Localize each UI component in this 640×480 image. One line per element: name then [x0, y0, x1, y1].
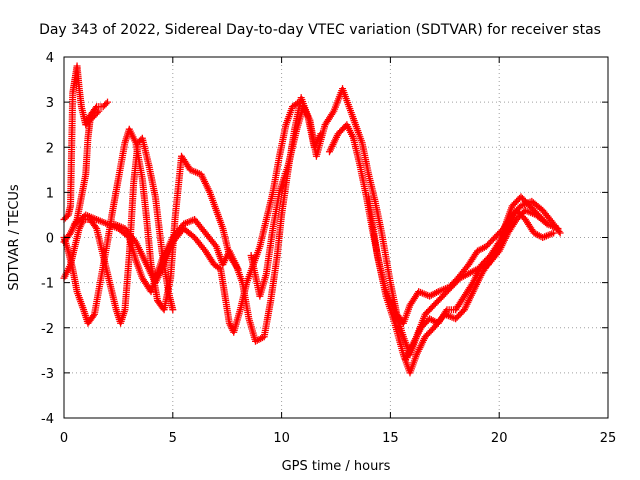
data-point — [556, 229, 564, 237]
data-point — [555, 227, 563, 235]
y-axis-label: SDTVAR / TECUs — [7, 184, 22, 291]
data-point — [295, 98, 303, 106]
series-track-h — [325, 121, 562, 359]
data-point — [543, 220, 551, 228]
x-tick-label: 15 — [382, 431, 399, 446]
data-point — [169, 306, 177, 314]
x-tick-label: 10 — [273, 431, 290, 446]
data-point — [293, 99, 301, 107]
data-point — [102, 100, 110, 108]
x-tick-label: 25 — [600, 431, 617, 446]
chart-title: Day 343 of 2022, Sidereal Day-to-day VTE… — [39, 22, 601, 38]
data-point — [93, 109, 101, 117]
y-tick-label: -2 — [41, 322, 54, 337]
x-axis-label: GPS time / hours — [282, 459, 391, 474]
data-points — [60, 62, 564, 377]
x-tick-label: 20 — [491, 431, 508, 446]
series-track-a — [60, 62, 112, 223]
data-point — [104, 98, 112, 106]
y-tick-label: -1 — [41, 277, 54, 292]
y-tick-label: 3 — [46, 96, 54, 111]
y-tick-label: -4 — [41, 412, 54, 427]
y-tick-label: 4 — [46, 51, 54, 66]
data-point — [542, 218, 550, 226]
data-point — [92, 104, 100, 112]
data-point — [92, 223, 100, 231]
data-point — [89, 312, 97, 320]
axis-ticks: 0 5 10 15 20 25 -4 -3 -2 -1 0 1 2 3 4 — [41, 51, 616, 446]
data-point — [95, 107, 103, 115]
y-tick-label: -3 — [41, 367, 54, 382]
series-track-f — [110, 98, 303, 336]
x-tick-label: 5 — [169, 431, 177, 446]
y-tick-label: 2 — [46, 141, 54, 156]
series-track-b — [60, 107, 103, 246]
data-point — [550, 229, 558, 237]
y-tick-label: 1 — [46, 186, 54, 201]
y-tick-label: 0 — [46, 232, 54, 247]
x-tick-label: 0 — [60, 431, 68, 446]
data-point — [554, 224, 562, 232]
series-track-j — [402, 193, 551, 363]
